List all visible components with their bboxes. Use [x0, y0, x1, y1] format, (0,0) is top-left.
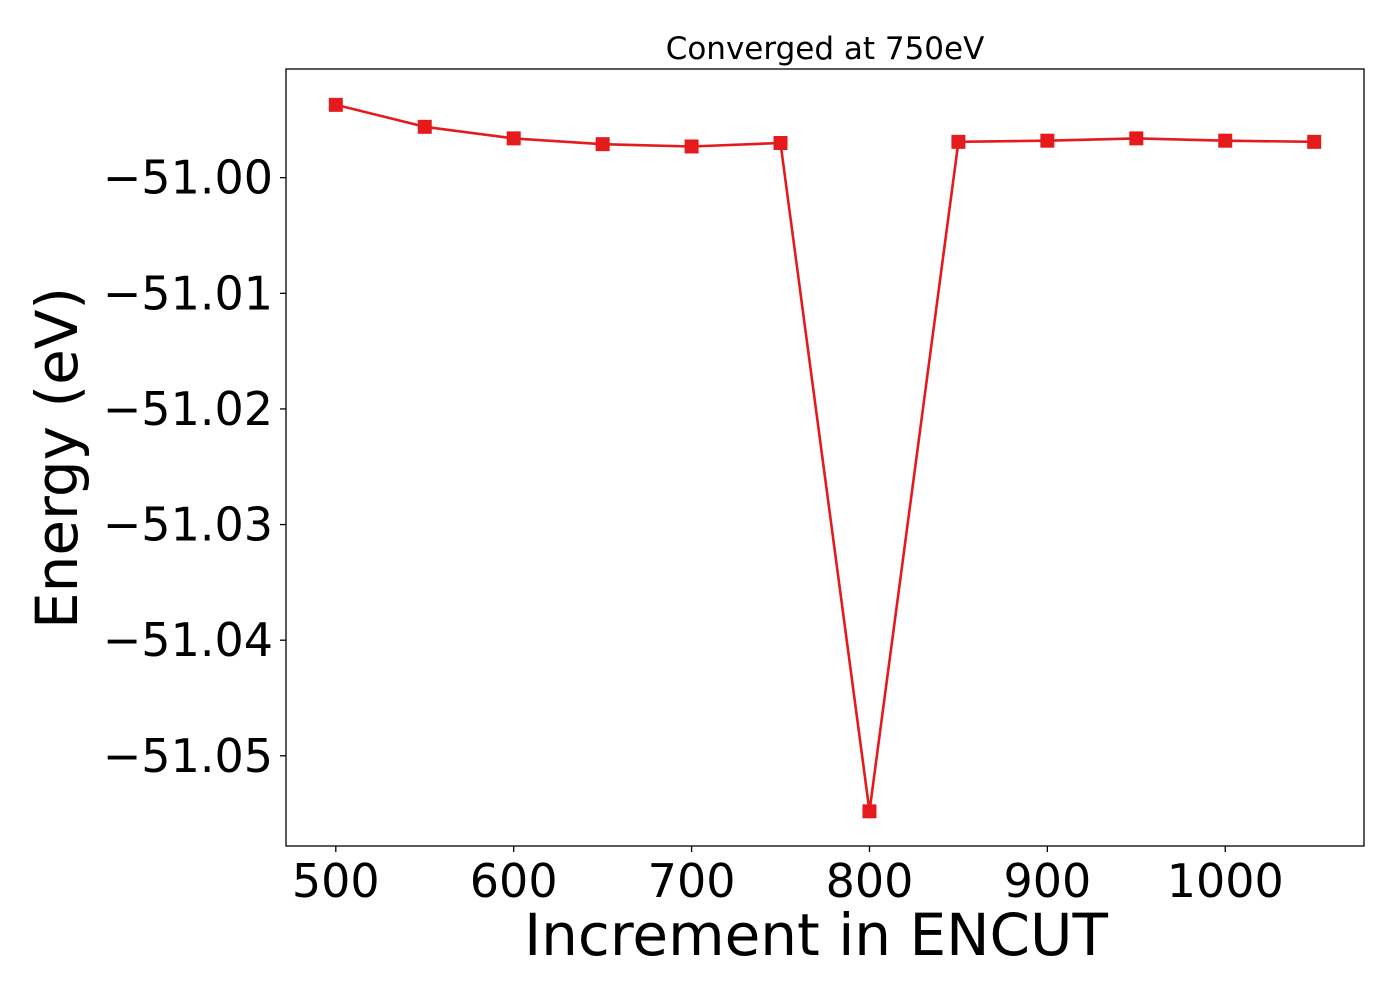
data-point-marker [1040, 133, 1055, 148]
data-point-marker [951, 134, 966, 149]
series-line [335, 103, 1315, 813]
x-tick-label: 700 [648, 854, 736, 908]
data-point-marker [506, 131, 521, 146]
data-point-marker [328, 97, 343, 112]
y-tick-label: −51.03 [103, 498, 273, 552]
x-tick-label: 600 [470, 854, 558, 908]
data-point-marker [1307, 134, 1322, 149]
data-point-marker [1129, 131, 1144, 146]
plot-marks [328, 97, 1322, 819]
y-axis: −51.00 −51.01 −51.02 −51.03 −51.04 −51.05 [103, 151, 286, 783]
data-point-marker [595, 137, 610, 152]
y-tick-label: −51.05 [103, 729, 273, 783]
x-axis-label: Increment in ENCUT [524, 901, 1108, 969]
data-point-marker [862, 804, 877, 819]
y-tick-label: −51.00 [103, 151, 273, 205]
x-axis: 500 600 700 800 900 1000 [292, 846, 1284, 908]
x-tick-label: 900 [1003, 854, 1091, 908]
x-tick-label: 1000 [1167, 854, 1284, 908]
x-tick-label: 800 [826, 854, 914, 908]
data-point-marker [1218, 133, 1233, 148]
data-point-marker [684, 139, 699, 154]
y-tick-label: −51.02 [103, 382, 273, 436]
plot-frame [285, 68, 1365, 847]
data-point-marker [773, 136, 788, 150]
y-axis-label: Energy (eV) [23, 287, 91, 629]
chart-title: Converged at 750eV [666, 31, 985, 67]
data-point-marker [417, 119, 432, 134]
x-tick-label: 500 [292, 854, 380, 908]
y-tick-label: −51.01 [103, 266, 273, 320]
y-tick-label: −51.04 [103, 613, 273, 667]
